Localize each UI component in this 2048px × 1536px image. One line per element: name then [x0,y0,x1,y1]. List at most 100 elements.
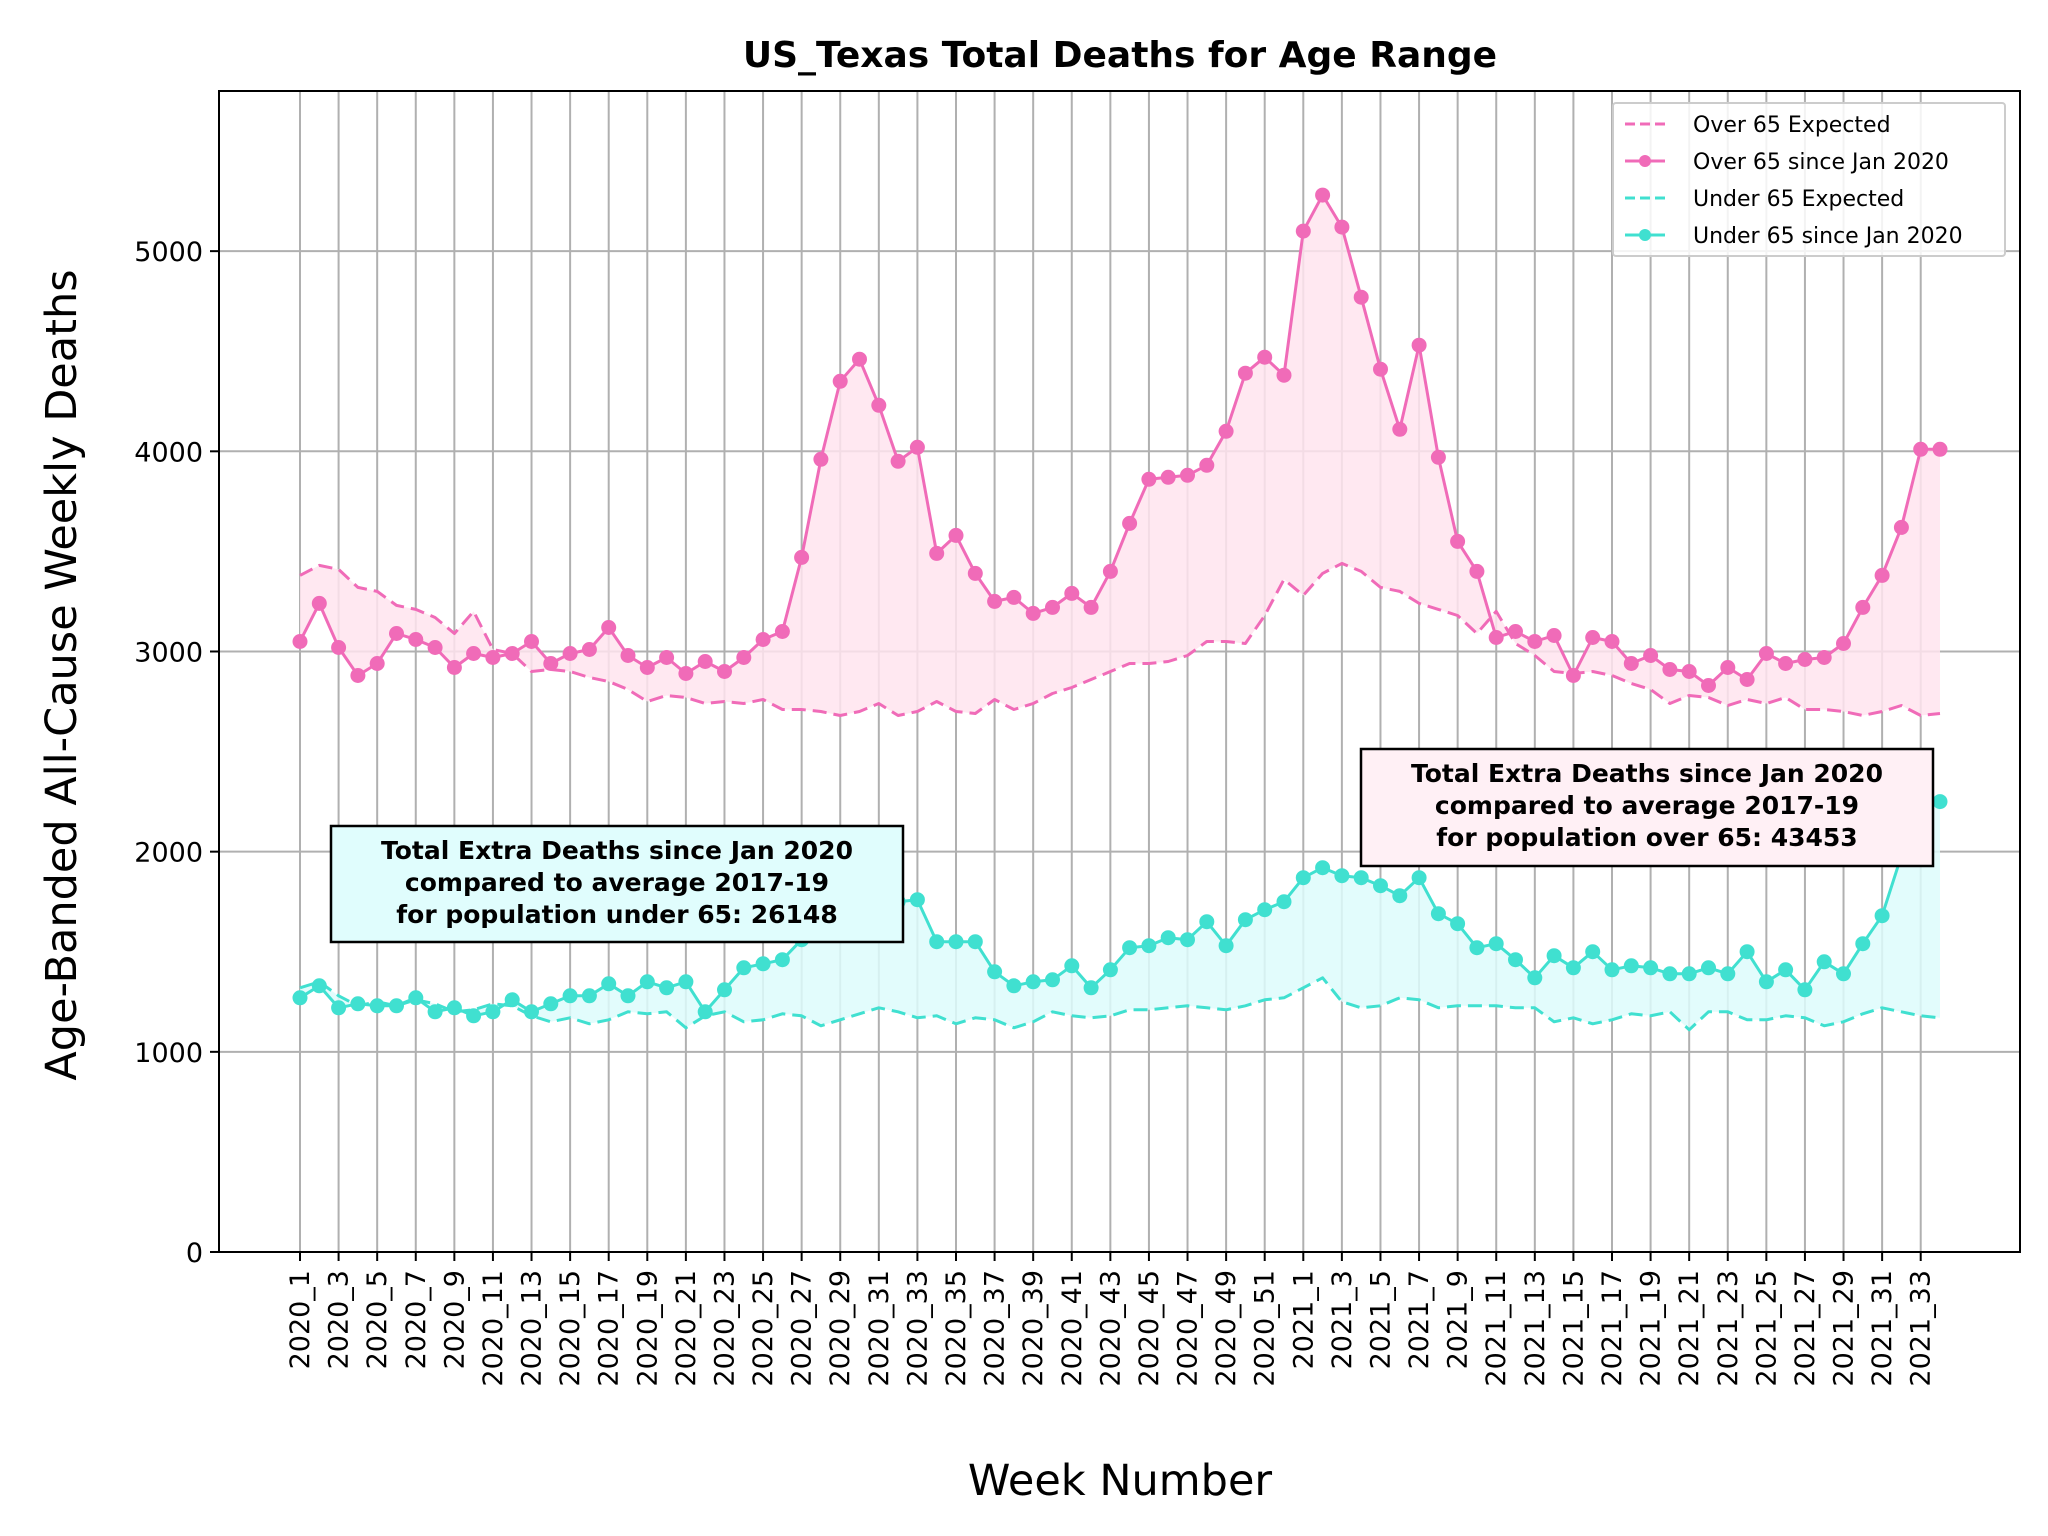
data-point-over-65-since-jan-2020 [1411,337,1427,353]
data-point-over-65-since-jan-2020 [504,646,520,661]
data-point-over-65-since-jan-2020 [1218,423,1234,439]
data-point-under-65-since-jan-2020 [948,934,964,950]
y-axis-ticks: 0 1000 2000 3000 4000 5000 [134,237,219,1269]
x-tick-label: 2021_15 [1558,1270,1589,1387]
data-point-under-65-since-jan-2020 [1546,948,1562,964]
data-point-over-65-since-jan-2020 [427,640,443,655]
data-point-over-65-since-jan-2020 [292,634,308,649]
x-tick-label: 2021_7 [1404,1270,1435,1369]
data-point-under-65-since-jan-2020 [1025,974,1041,990]
x-tick-label: 2020_27 [787,1270,818,1387]
data-point-under-65-since-jan-2020 [1295,870,1311,886]
data-point-under-65-since-jan-2020 [369,998,385,1014]
x-tick-label: 2020_51 [1250,1270,1281,1387]
data-point-over-65-since-jan-2020 [389,626,404,641]
data-point-over-65-since-jan-2020 [717,664,732,679]
data-point-under-65-since-jan-2020 [659,980,675,996]
data-point-over-65-since-jan-2020 [1604,634,1620,649]
x-tick-label: 2020_47 [1173,1270,1204,1387]
data-point-over-65-since-jan-2020 [1855,599,1871,615]
y-tick-label: 4000 [134,437,203,468]
data-point-over-65-since-jan-2020 [1893,519,1909,535]
x-tick-label: 2021_29 [1829,1270,1860,1387]
data-point-under-65-since-jan-2020 [427,1004,443,1020]
data-point-over-65-since-jan-2020 [408,632,424,647]
data-point-under-65-since-jan-2020 [736,960,752,976]
data-point-under-65-since-jan-2020 [1855,936,1871,952]
x-tick-label: 2021_9 [1443,1270,1474,1369]
plot-frame [218,90,2021,1253]
data-point-under-65-since-jan-2020 [1237,912,1253,928]
data-point-under-65-since-jan-2020 [697,1004,713,1020]
data-point-over-65-since-jan-2020 [1334,219,1350,235]
y-tick-label: 5000 [134,237,203,268]
data-point-over-65-since-jan-2020 [466,646,482,661]
legend-label: Over 65 since Jan 2020 [1693,150,1949,175]
data-point-over-65-since-jan-2020 [1122,515,1138,531]
data-point-over-65-since-jan-2020 [1199,457,1215,473]
data-point-over-65-since-jan-2020 [852,351,867,367]
data-point-over-65-since-jan-2020 [331,640,347,655]
x-tick-label: 2020_23 [709,1270,740,1387]
annotation-text-line: for population under 65: 26148 [396,900,837,929]
data-point-under-65-since-jan-2020 [1662,966,1678,982]
data-point-over-65-since-jan-2020 [967,565,983,581]
data-point-over-65-since-jan-2020 [1508,624,1523,639]
series-line-over-65-expected [299,561,1941,717]
data-point-over-65-since-jan-2020 [1469,563,1485,579]
data-point-over-65-since-jan-2020 [1758,646,1774,661]
legend-marker [1639,229,1651,241]
series-line-under-65-expected [299,976,1941,1032]
data-point-under-65-since-jan-2020 [620,988,636,1004]
data-point-under-65-since-jan-2020 [1160,930,1176,946]
legend-box [1612,102,2006,257]
grid-layer [219,91,2020,1253]
data-point-over-65-since-jan-2020 [871,397,887,413]
data-point-over-65-since-jan-2020 [1373,361,1388,377]
data-point-under-65-since-jan-2020 [1334,868,1350,884]
data-point-over-65-since-jan-2020 [485,650,501,665]
data-point-over-65-since-jan-2020 [813,451,829,467]
x-tick-label: 2020_11 [478,1270,509,1387]
chart-title: US_Texas Total Deaths for Age Range [743,35,1497,76]
data-point-over-65-since-jan-2020 [1778,656,1794,671]
x-tick-label: 2020_31 [864,1270,895,1387]
annotation-text-line: Total Extra Deaths since Jan 2020 [1411,759,1883,788]
data-point-under-65-since-jan-2020 [1623,958,1639,974]
x-tick-label: 2021_23 [1713,1270,1744,1387]
x-tick-label: 2020_9 [439,1270,470,1369]
data-point-under-65-since-jan-2020 [1488,936,1504,952]
legend-label: Under 65 since Jan 2020 [1693,224,1963,249]
x-tick-label: 2021_21 [1674,1270,1705,1387]
x-tick-label: 2021_19 [1636,1270,1667,1387]
data-point-over-65-since-jan-2020 [1643,648,1659,663]
data-point-under-65-since-jan-2020 [1758,974,1774,990]
x-tick-label: 2021_11 [1481,1270,1512,1387]
data-point-over-65-since-jan-2020 [1315,187,1331,203]
y-axis-label: Age-Banded All-Cause Weekly Deaths [37,269,87,1080]
data-point-over-65-since-jan-2020 [929,545,945,561]
y-tick-label: 2000 [134,838,203,869]
data-point-over-65-since-jan-2020 [1045,599,1060,615]
data-point-over-65-since-jan-2020 [1546,628,1562,643]
legend-label: Over 65 Expected [1693,113,1891,138]
x-tick-label: 2020_45 [1134,1270,1165,1387]
data-point-under-65-since-jan-2020 [562,988,578,1004]
data-point-under-65-since-jan-2020 [967,934,983,950]
data-point-under-65-since-jan-2020 [678,974,694,990]
annotation-box [1359,747,1935,868]
data-point-under-65-since-jan-2020 [1392,888,1408,904]
x-tick-label: 2020_15 [555,1270,586,1387]
data-point-under-65-since-jan-2020 [1720,966,1736,982]
x-tick-label: 2020_41 [1057,1270,1088,1387]
data-point-over-65-since-jan-2020 [1257,349,1273,365]
data-point-over-65-since-jan-2020 [909,439,925,455]
data-point-over-65-since-jan-2020 [1585,630,1601,645]
data-point-over-65-since-jan-2020 [1816,650,1832,665]
data-point-under-65-since-jan-2020 [350,996,366,1012]
data-point-under-65-since-jan-2020 [1141,938,1157,954]
x-tick-label: 2020_5 [362,1270,393,1369]
data-point-under-65-since-jan-2020 [1681,966,1697,982]
data-point-under-65-since-jan-2020 [1508,952,1523,968]
